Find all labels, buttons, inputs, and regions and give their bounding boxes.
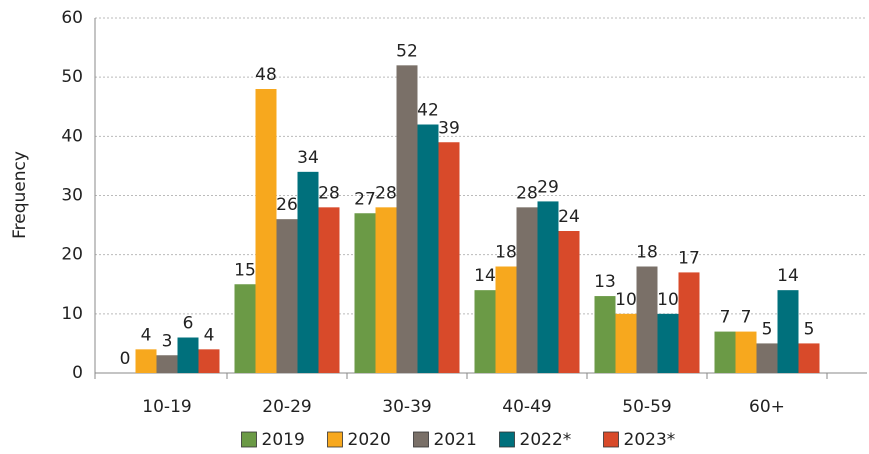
bar	[438, 142, 460, 373]
x-tick-label: 20-29	[262, 397, 311, 417]
data-label: 10	[615, 290, 637, 310]
bar	[594, 296, 616, 373]
legend-swatch	[603, 431, 619, 448]
data-label: 3	[162, 331, 173, 351]
data-label: 29	[537, 177, 559, 197]
legend-label: 2022*	[520, 430, 572, 450]
data-label: 13	[594, 272, 616, 292]
x-tick-label: 40-49	[502, 397, 551, 417]
bar	[318, 207, 340, 373]
bar	[558, 231, 580, 373]
bar	[756, 343, 778, 373]
bar	[354, 213, 376, 373]
data-label: 24	[558, 207, 580, 227]
x-tick-label: 50-59	[622, 397, 671, 417]
data-label: 28	[516, 183, 538, 203]
bar	[297, 171, 319, 373]
bar	[495, 266, 517, 373]
y-tick-label: 10	[61, 304, 83, 324]
bar	[375, 207, 397, 373]
bar	[276, 219, 298, 373]
data-label: 4	[204, 325, 215, 345]
data-label: 18	[495, 243, 517, 263]
legend-swatch	[413, 431, 429, 448]
data-label: 26	[276, 195, 298, 215]
data-label: 18	[636, 243, 658, 263]
data-label: 14	[474, 266, 496, 286]
data-label: 10	[657, 290, 679, 310]
data-label: 28	[318, 183, 340, 203]
bar	[198, 349, 220, 373]
data-label: 34	[297, 148, 319, 168]
bar	[516, 207, 538, 373]
bar	[396, 65, 418, 373]
bar	[615, 313, 637, 373]
y-tick-label: 20	[61, 245, 83, 265]
data-label: 42	[417, 101, 439, 121]
data-label: 14	[777, 266, 799, 286]
x-tick-label: 10-19	[142, 397, 191, 417]
bar	[657, 313, 679, 373]
data-label: 48	[255, 65, 277, 85]
y-tick-label: 40	[61, 126, 83, 146]
y-tick-label: 0	[72, 363, 83, 383]
legend-label: 2021	[434, 430, 477, 450]
data-label: 7	[720, 308, 731, 328]
bar	[135, 349, 157, 373]
y-axis-label: Frequency	[10, 151, 30, 239]
data-label: 52	[396, 41, 418, 61]
y-tick-label: 50	[61, 67, 83, 87]
bar	[678, 272, 700, 373]
bar	[156, 355, 178, 373]
legend-label: 2020	[348, 430, 391, 450]
bar	[537, 201, 559, 373]
legend-swatch	[241, 431, 257, 448]
bar	[798, 343, 820, 373]
data-label: 39	[438, 118, 460, 138]
bar	[636, 266, 658, 373]
data-label: 5	[804, 319, 815, 339]
x-tick-label: 60+	[749, 397, 785, 417]
bar	[474, 290, 496, 373]
legend-swatch	[499, 431, 515, 448]
bar	[714, 331, 736, 373]
bar	[735, 331, 757, 373]
y-tick-label: 60	[61, 8, 83, 28]
data-label: 17	[678, 248, 700, 268]
data-label: 5	[762, 319, 773, 339]
data-label: 6	[183, 314, 194, 334]
x-tick-label: 30-39	[382, 397, 431, 417]
data-label: 27	[354, 189, 376, 209]
legend-label: 2023*	[624, 430, 676, 450]
legend-label: 2019	[262, 430, 305, 450]
bar	[255, 89, 277, 373]
legend-swatch	[327, 431, 343, 448]
data-label: 7	[741, 308, 752, 328]
y-tick-label: 30	[61, 186, 83, 206]
bar	[777, 290, 799, 373]
data-label: 28	[375, 183, 397, 203]
data-label: 0	[120, 349, 131, 369]
data-label: 15	[234, 260, 256, 280]
bar	[234, 284, 256, 373]
bar	[417, 124, 439, 373]
bar	[177, 337, 199, 373]
data-label: 4	[141, 325, 152, 345]
